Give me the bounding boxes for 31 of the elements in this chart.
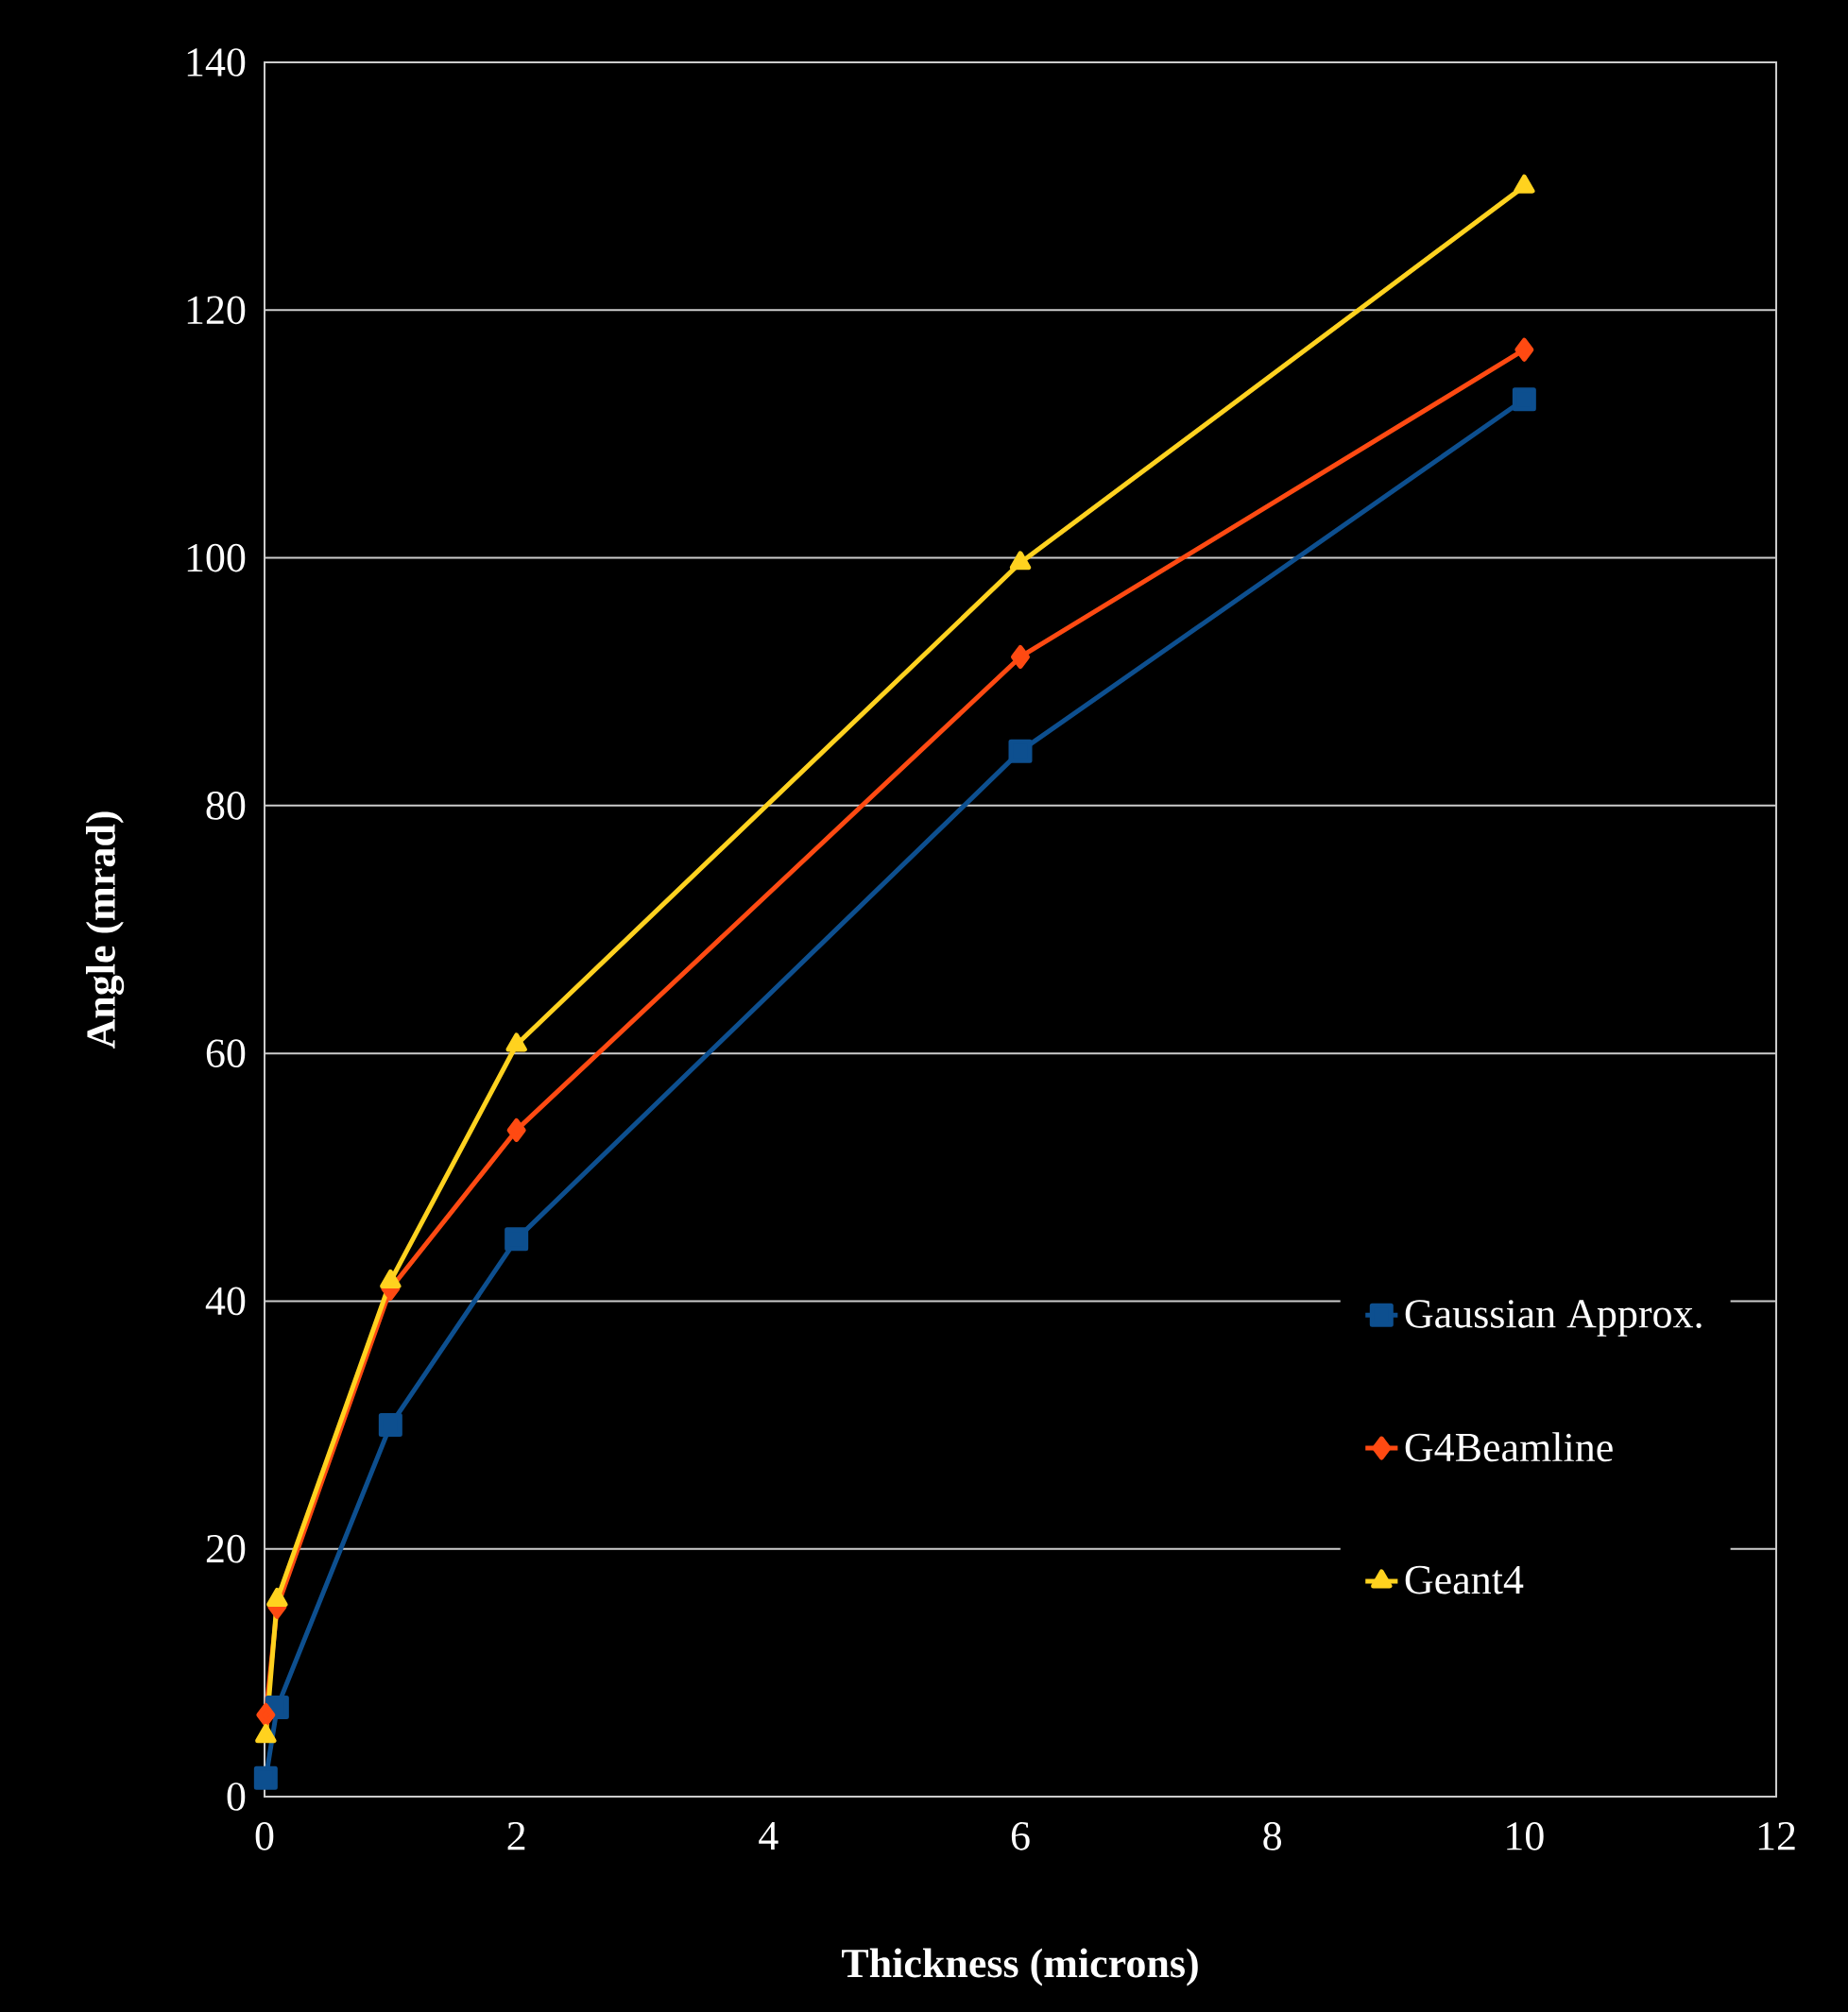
legend-label: G4Beamline [1405, 1432, 1613, 1462]
x-tick-label: 8 [1263, 1822, 1281, 1850]
x-tick-label: 4 [759, 1822, 779, 1850]
y-tick-label: 100 [187, 543, 246, 572]
point [506, 1117, 526, 1142]
y-tick-label: 80 [206, 792, 246, 820]
point [1011, 644, 1030, 669]
y-tick-label: 40 [205, 1287, 246, 1316]
point [505, 1227, 529, 1252]
point [1009, 551, 1032, 571]
x-tick-label: 0 [255, 1822, 274, 1850]
y-tick-label: 20 [206, 1534, 246, 1563]
y-tick-label: 140 [187, 48, 246, 77]
x-tick-label: 2 [507, 1822, 525, 1850]
point [378, 1413, 402, 1438]
legend-label: Geant4 [1405, 1565, 1524, 1594]
point [1512, 387, 1536, 412]
y-tick-label: 60 [206, 1039, 246, 1067]
x-tick-label: 12 [1758, 1822, 1795, 1850]
x-tick-label: 10 [1507, 1822, 1544, 1850]
y-tick-label: 120 [187, 296, 246, 325]
x-tick-label: 6 [1011, 1822, 1030, 1850]
x-axis-title: Thickness (microns) [842, 1948, 1198, 1986]
point [253, 1765, 278, 1790]
point [255, 1724, 277, 1744]
point [256, 1702, 276, 1727]
point [1008, 739, 1033, 763]
y-tick-label: 0 [227, 1782, 246, 1811]
y-axis-title: Angle (mrad) [85, 811, 125, 1049]
point [1514, 337, 1534, 362]
legend-label: Gaussian Approx. [1405, 1300, 1702, 1337]
